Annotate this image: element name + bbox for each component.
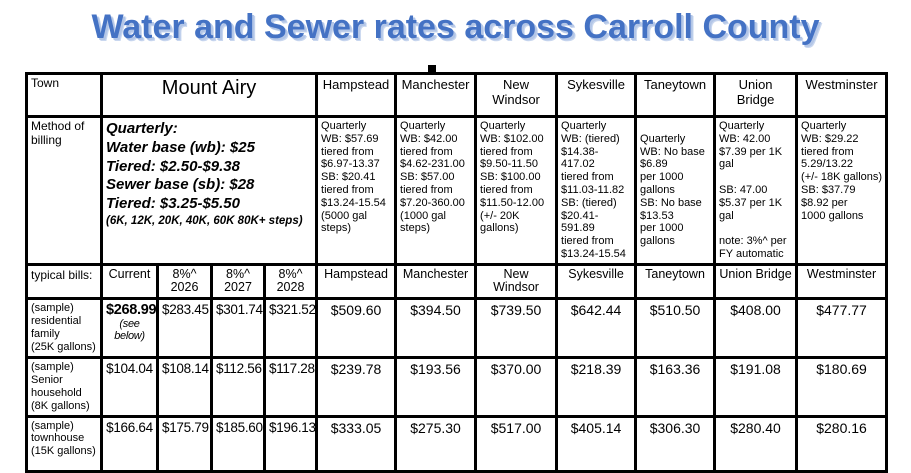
bill-value-cell: $280.16 bbox=[795, 414, 889, 473]
bill-value-cell: $108.14 bbox=[156, 355, 213, 418]
billing-taneytown: Quarterly WB: No base $6.89 per 1000 gal… bbox=[634, 115, 717, 266]
bill-value-cell: $333.05 bbox=[315, 414, 398, 473]
bill-value-cell: $166.64 bbox=[100, 414, 159, 473]
bill-value-cell: $642.44 bbox=[555, 296, 638, 359]
sample-senior-label: (sample) Senior household (8K gallons) bbox=[25, 355, 103, 418]
bill-value-cell: $509.60 bbox=[315, 296, 398, 359]
town-header-westminster: Westminster bbox=[795, 72, 889, 118]
artifact-notch bbox=[428, 65, 436, 75]
billing-westminster: Quarterly WB: $29.22 tiered from 5.29/13… bbox=[795, 115, 889, 266]
typical-col-2028: 8%^ 2028 bbox=[262, 262, 319, 300]
bill-value-cell: $408.00 bbox=[713, 296, 799, 359]
bill-value-cell: $117.28 bbox=[262, 355, 319, 418]
typical-col-union-bridge: Union Bridge bbox=[713, 262, 799, 300]
billing-union-bridge: Quarterly WB: 42.00 $7.39 per 1K gal SB:… bbox=[713, 115, 799, 266]
page-title: Water and Sewer rates across Carroll Cou… bbox=[91, 8, 820, 46]
bill-value-cell: $112.56 bbox=[210, 355, 266, 418]
bill-value-cell: $739.50 bbox=[474, 296, 559, 359]
billing-manchester: Quarterly WB: $42.00 tiered from $4.62-2… bbox=[394, 115, 478, 266]
bill-value-cell: $477.77 bbox=[795, 296, 889, 359]
town-header-union-bridge: Union Bridge bbox=[713, 72, 799, 118]
bill-value-cell: $218.39 bbox=[555, 355, 638, 418]
typical-bills-row: typical bills: Current 8%^ 2026 8%^ 2027… bbox=[25, 262, 889, 300]
town-header-sykesville: Sykesville bbox=[555, 72, 638, 118]
rates-table: Town Mount Airy Hampstead Manchester New… bbox=[25, 72, 889, 473]
bill-value-cell: $301.74 bbox=[210, 296, 266, 359]
typical-col-westminster: Westminster bbox=[795, 262, 889, 300]
residential-current-value: $268.99 bbox=[106, 301, 157, 318]
bill-value-cell: $185.60 bbox=[210, 414, 266, 473]
bill-value-cell: $191.08 bbox=[713, 355, 799, 418]
typical-col-2027: 8%^ 2027 bbox=[210, 262, 266, 300]
typical-col-taneytown: Taneytown bbox=[634, 262, 717, 300]
town-header-manchester: Manchester bbox=[394, 72, 478, 118]
bill-value-cell: $283.45 bbox=[156, 296, 213, 359]
typical-bills-label: typical bills: bbox=[25, 262, 103, 300]
bill-value-cell: $104.04 bbox=[100, 355, 159, 418]
typical-col-2026: 8%^ 2026 bbox=[156, 262, 213, 300]
typical-col-sykesville: Sykesville bbox=[555, 262, 638, 300]
bill-value-cell: $196.13 bbox=[262, 414, 319, 473]
sample-senior-row: (sample) Senior household (8K gallons) $… bbox=[25, 355, 889, 418]
billing-mount-airy: Quarterly: Water base (wb): $25 Tiered: … bbox=[99, 115, 319, 266]
town-header-row: Town Mount Airy Hampstead Manchester New… bbox=[25, 72, 889, 118]
billing-mount-airy-steps-note: (6K, 12K, 20K, 40K, 60K 80K+ steps) bbox=[106, 214, 303, 227]
bill-value-cell: $370.00 bbox=[474, 355, 559, 418]
typical-col-current: Current bbox=[100, 262, 159, 300]
see-below-note: (see below) bbox=[114, 317, 145, 342]
bill-value-cell: $239.78 bbox=[315, 355, 398, 418]
town-header-new-windsor: New Windsor bbox=[474, 72, 559, 118]
sample-townhouse-row: (sample) townhouse (15K gallons) $166.64… bbox=[25, 414, 889, 473]
town-header-taneytown: Taneytown bbox=[634, 72, 717, 118]
bill-value-cell: $280.40 bbox=[713, 414, 799, 473]
bill-value-cell: $180.69 bbox=[795, 355, 889, 418]
sample-residential-row: (sample) residential family (25K gallons… bbox=[25, 296, 889, 359]
bill-value-cell: $275.30 bbox=[394, 414, 478, 473]
billing-mount-airy-rates: Quarterly: Water base (wb): $25 Tiered: … bbox=[106, 120, 255, 212]
billing-sykesville: Quarterly WB: (tiered) $14.38-417.02 tie… bbox=[555, 115, 638, 266]
bill-value-cell: $193.56 bbox=[394, 355, 478, 418]
typical-col-new-windsor: New Windsor bbox=[474, 262, 559, 300]
billing-hampstead: Quarterly WB: $57.69 tiered from $6.97-1… bbox=[315, 115, 398, 266]
bill-value-cell: $510.50 bbox=[634, 296, 717, 359]
billing-new-windsor: Quarterly WB: $102.00 tiered from $9.50-… bbox=[474, 115, 559, 266]
billing-row: Method of billing Quarterly: Water base … bbox=[25, 115, 889, 266]
bill-value-cell: $175.79 bbox=[156, 414, 213, 473]
town-column-header: Town bbox=[25, 72, 103, 118]
sample-townhouse-label: (sample) townhouse (15K gallons) bbox=[25, 414, 103, 473]
bill-value-cell: $306.30 bbox=[634, 414, 717, 473]
town-header-mount-airy: Mount Airy bbox=[99, 72, 319, 118]
bill-value-cell: $405.14 bbox=[555, 414, 638, 473]
typical-col-manchester: Manchester bbox=[394, 262, 478, 300]
town-header-hampstead: Hampstead bbox=[315, 72, 398, 118]
sample-residential-label: (sample) residential family (25K gallons… bbox=[25, 296, 103, 359]
residential-current-cell: $268.99 (see below) bbox=[100, 296, 159, 359]
bill-value-cell: $163.36 bbox=[634, 355, 717, 418]
bill-value-cell: $321.52 bbox=[262, 296, 319, 359]
bill-value-cell: $394.50 bbox=[394, 296, 478, 359]
billing-row-label: Method of billing bbox=[25, 115, 103, 266]
typical-col-hampstead: Hampstead bbox=[315, 262, 398, 300]
bill-value-cell: $517.00 bbox=[474, 414, 559, 473]
